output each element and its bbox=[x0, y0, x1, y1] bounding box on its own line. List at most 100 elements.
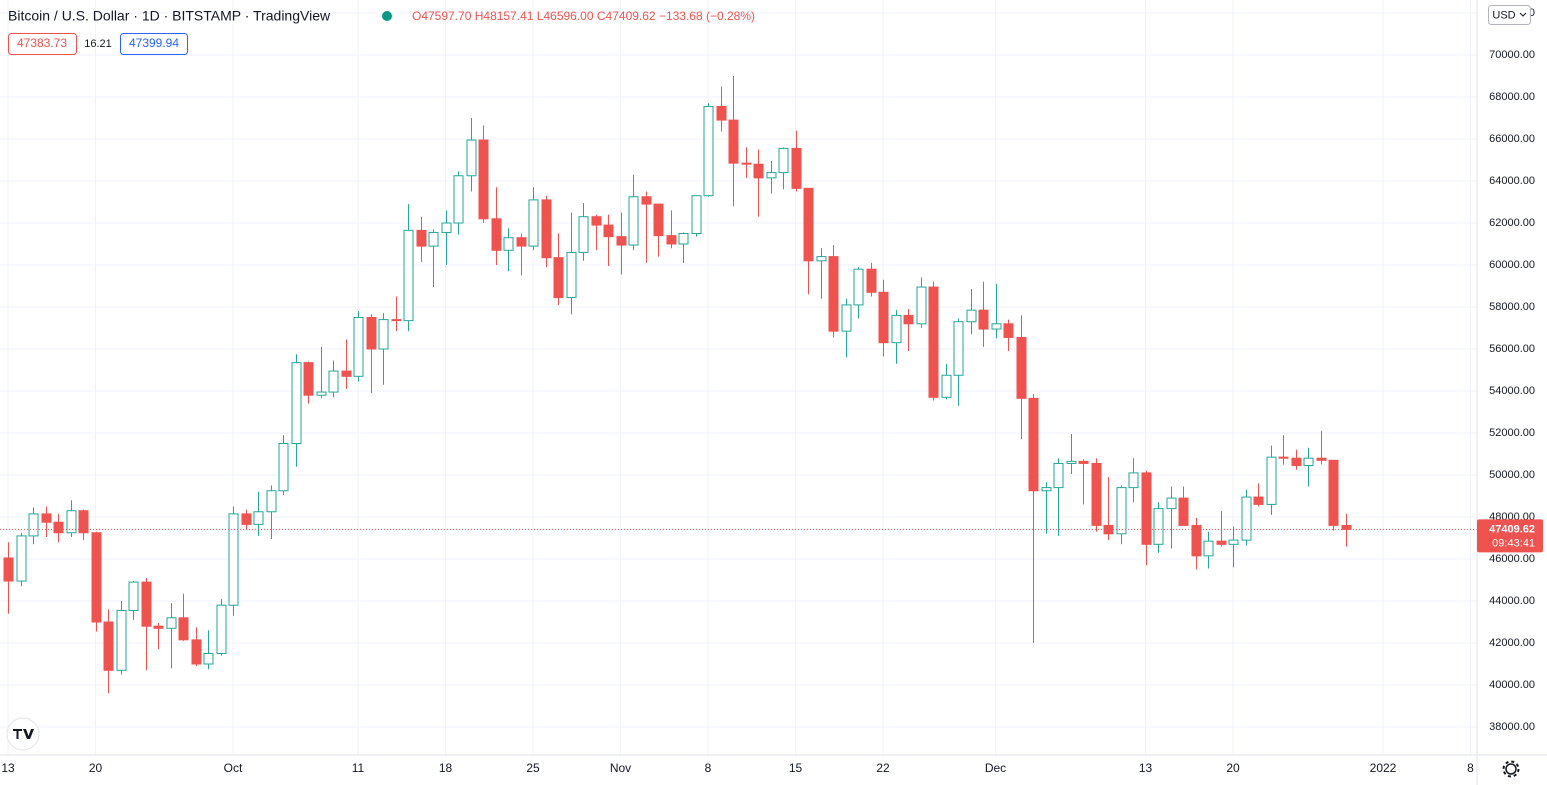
candle-body bbox=[203, 653, 214, 665]
candle-body bbox=[1341, 524, 1352, 530]
candle-body bbox=[916, 286, 927, 325]
candle-body bbox=[1116, 487, 1127, 535]
y-tick-label: 54000.00 bbox=[1489, 385, 1535, 397]
candle-body bbox=[1078, 460, 1089, 464]
x-tick-label: 13 bbox=[1139, 761, 1153, 775]
currency-button[interactable]: USD bbox=[1488, 5, 1531, 25]
candle-body bbox=[628, 196, 639, 246]
candle-body bbox=[903, 314, 914, 325]
y-tick-label: 40000.00 bbox=[1489, 679, 1535, 691]
gear bbox=[1505, 763, 1517, 775]
candle-body bbox=[516, 237, 527, 247]
legend-low: L46596.00 bbox=[537, 9, 594, 23]
bid-box[interactable] bbox=[8, 33, 77, 55]
candle-body bbox=[266, 490, 277, 513]
x-tick-label: 8 bbox=[1467, 761, 1474, 775]
candle-body bbox=[766, 172, 777, 179]
candle-body bbox=[566, 251, 577, 299]
candle-body bbox=[1178, 497, 1189, 526]
candle-body bbox=[1303, 457, 1314, 467]
candle-body bbox=[353, 317, 364, 377]
y-tick-label: 52000.00 bbox=[1489, 427, 1535, 439]
candle-body bbox=[578, 216, 589, 253]
legend-high: H48157.41 bbox=[475, 9, 534, 23]
candle-body bbox=[28, 513, 39, 537]
candle-body bbox=[291, 362, 302, 445]
candle-body bbox=[1003, 323, 1014, 338]
candle-body bbox=[1166, 497, 1177, 510]
x-tick-label: 13 bbox=[1, 761, 15, 775]
candles bbox=[0, 75, 1477, 694]
y-tick-label: 44000.00 bbox=[1489, 595, 1535, 607]
candle-body bbox=[666, 235, 677, 245]
x-tick-label: 8 bbox=[705, 761, 712, 775]
candle-body bbox=[1066, 460, 1077, 464]
y-tick-label: 38000.00 bbox=[1489, 721, 1535, 733]
candle-body bbox=[891, 314, 902, 344]
candle-body bbox=[853, 268, 864, 306]
x-tick-label: 18 bbox=[439, 761, 453, 775]
candle-body bbox=[403, 229, 414, 322]
candle-body bbox=[366, 317, 377, 350]
candle-body bbox=[878, 291, 889, 344]
candle-body bbox=[1153, 508, 1164, 545]
candle-body bbox=[41, 513, 52, 523]
candle-body bbox=[3, 557, 14, 582]
candle-body bbox=[1316, 457, 1327, 461]
candle-body bbox=[216, 604, 227, 655]
x-tick-label: Dec bbox=[985, 761, 1006, 775]
y-tick-label: 66000.00 bbox=[1489, 133, 1535, 145]
candle-body bbox=[866, 268, 877, 293]
currency-box bbox=[1488, 5, 1531, 25]
y-tick-label: 60000.00 bbox=[1489, 259, 1535, 271]
candle-body bbox=[953, 321, 964, 376]
tv-logo[interactable] bbox=[6, 717, 40, 751]
candle-body bbox=[1328, 459, 1339, 526]
x-tick-label: 22 bbox=[876, 761, 890, 775]
candle-body bbox=[1141, 472, 1152, 545]
candle-body bbox=[828, 256, 839, 332]
candle-body bbox=[553, 257, 564, 299]
candle-body bbox=[91, 532, 102, 623]
legend-change: −133.68 (−0.28%) bbox=[659, 9, 755, 23]
candle-body bbox=[428, 231, 439, 247]
candle-body bbox=[603, 224, 614, 238]
candle-body bbox=[316, 391, 327, 396]
candle-body bbox=[1278, 456, 1289, 459]
candle-body bbox=[1016, 336, 1027, 399]
candle-body bbox=[991, 323, 1002, 330]
settings-button[interactable] bbox=[1502, 760, 1520, 778]
candle-body bbox=[1241, 496, 1252, 541]
candle-body bbox=[591, 216, 602, 226]
candle-body bbox=[1053, 462, 1064, 489]
candle-body bbox=[653, 203, 664, 237]
candle-body bbox=[16, 535, 27, 582]
countdown: 09:43:41 bbox=[1492, 537, 1535, 549]
candle-body bbox=[966, 309, 977, 323]
ohlc-legend: O47597.70 H48157.41 L46596.00 C47409.62 … bbox=[412, 9, 755, 23]
candle-body bbox=[178, 617, 189, 641]
candle-body bbox=[728, 119, 739, 164]
price-label-box bbox=[1477, 519, 1543, 553]
candle-body bbox=[641, 196, 652, 205]
candle-body bbox=[166, 617, 177, 629]
spread: 16.21 bbox=[84, 38, 112, 50]
candle-body bbox=[816, 256, 827, 262]
status-dot bbox=[382, 11, 392, 21]
candle-body bbox=[241, 513, 252, 525]
ask-box[interactable] bbox=[120, 33, 188, 55]
y-tick-label: 70000.00 bbox=[1489, 49, 1535, 61]
candle-body bbox=[228, 513, 239, 606]
candle-body bbox=[1028, 397, 1039, 492]
candle-body bbox=[128, 581, 139, 611]
candle-body bbox=[778, 147, 789, 174]
ask-price: 47399.94 bbox=[129, 36, 179, 50]
candle-body bbox=[116, 609, 127, 671]
y-tick-label: 64000.00 bbox=[1489, 175, 1535, 187]
candle-body bbox=[678, 233, 689, 245]
candle-body bbox=[528, 199, 539, 247]
candle-body bbox=[441, 222, 452, 233]
x-tick-label: Oct bbox=[224, 761, 243, 775]
candle-body bbox=[466, 139, 477, 177]
candle-body bbox=[341, 370, 352, 377]
